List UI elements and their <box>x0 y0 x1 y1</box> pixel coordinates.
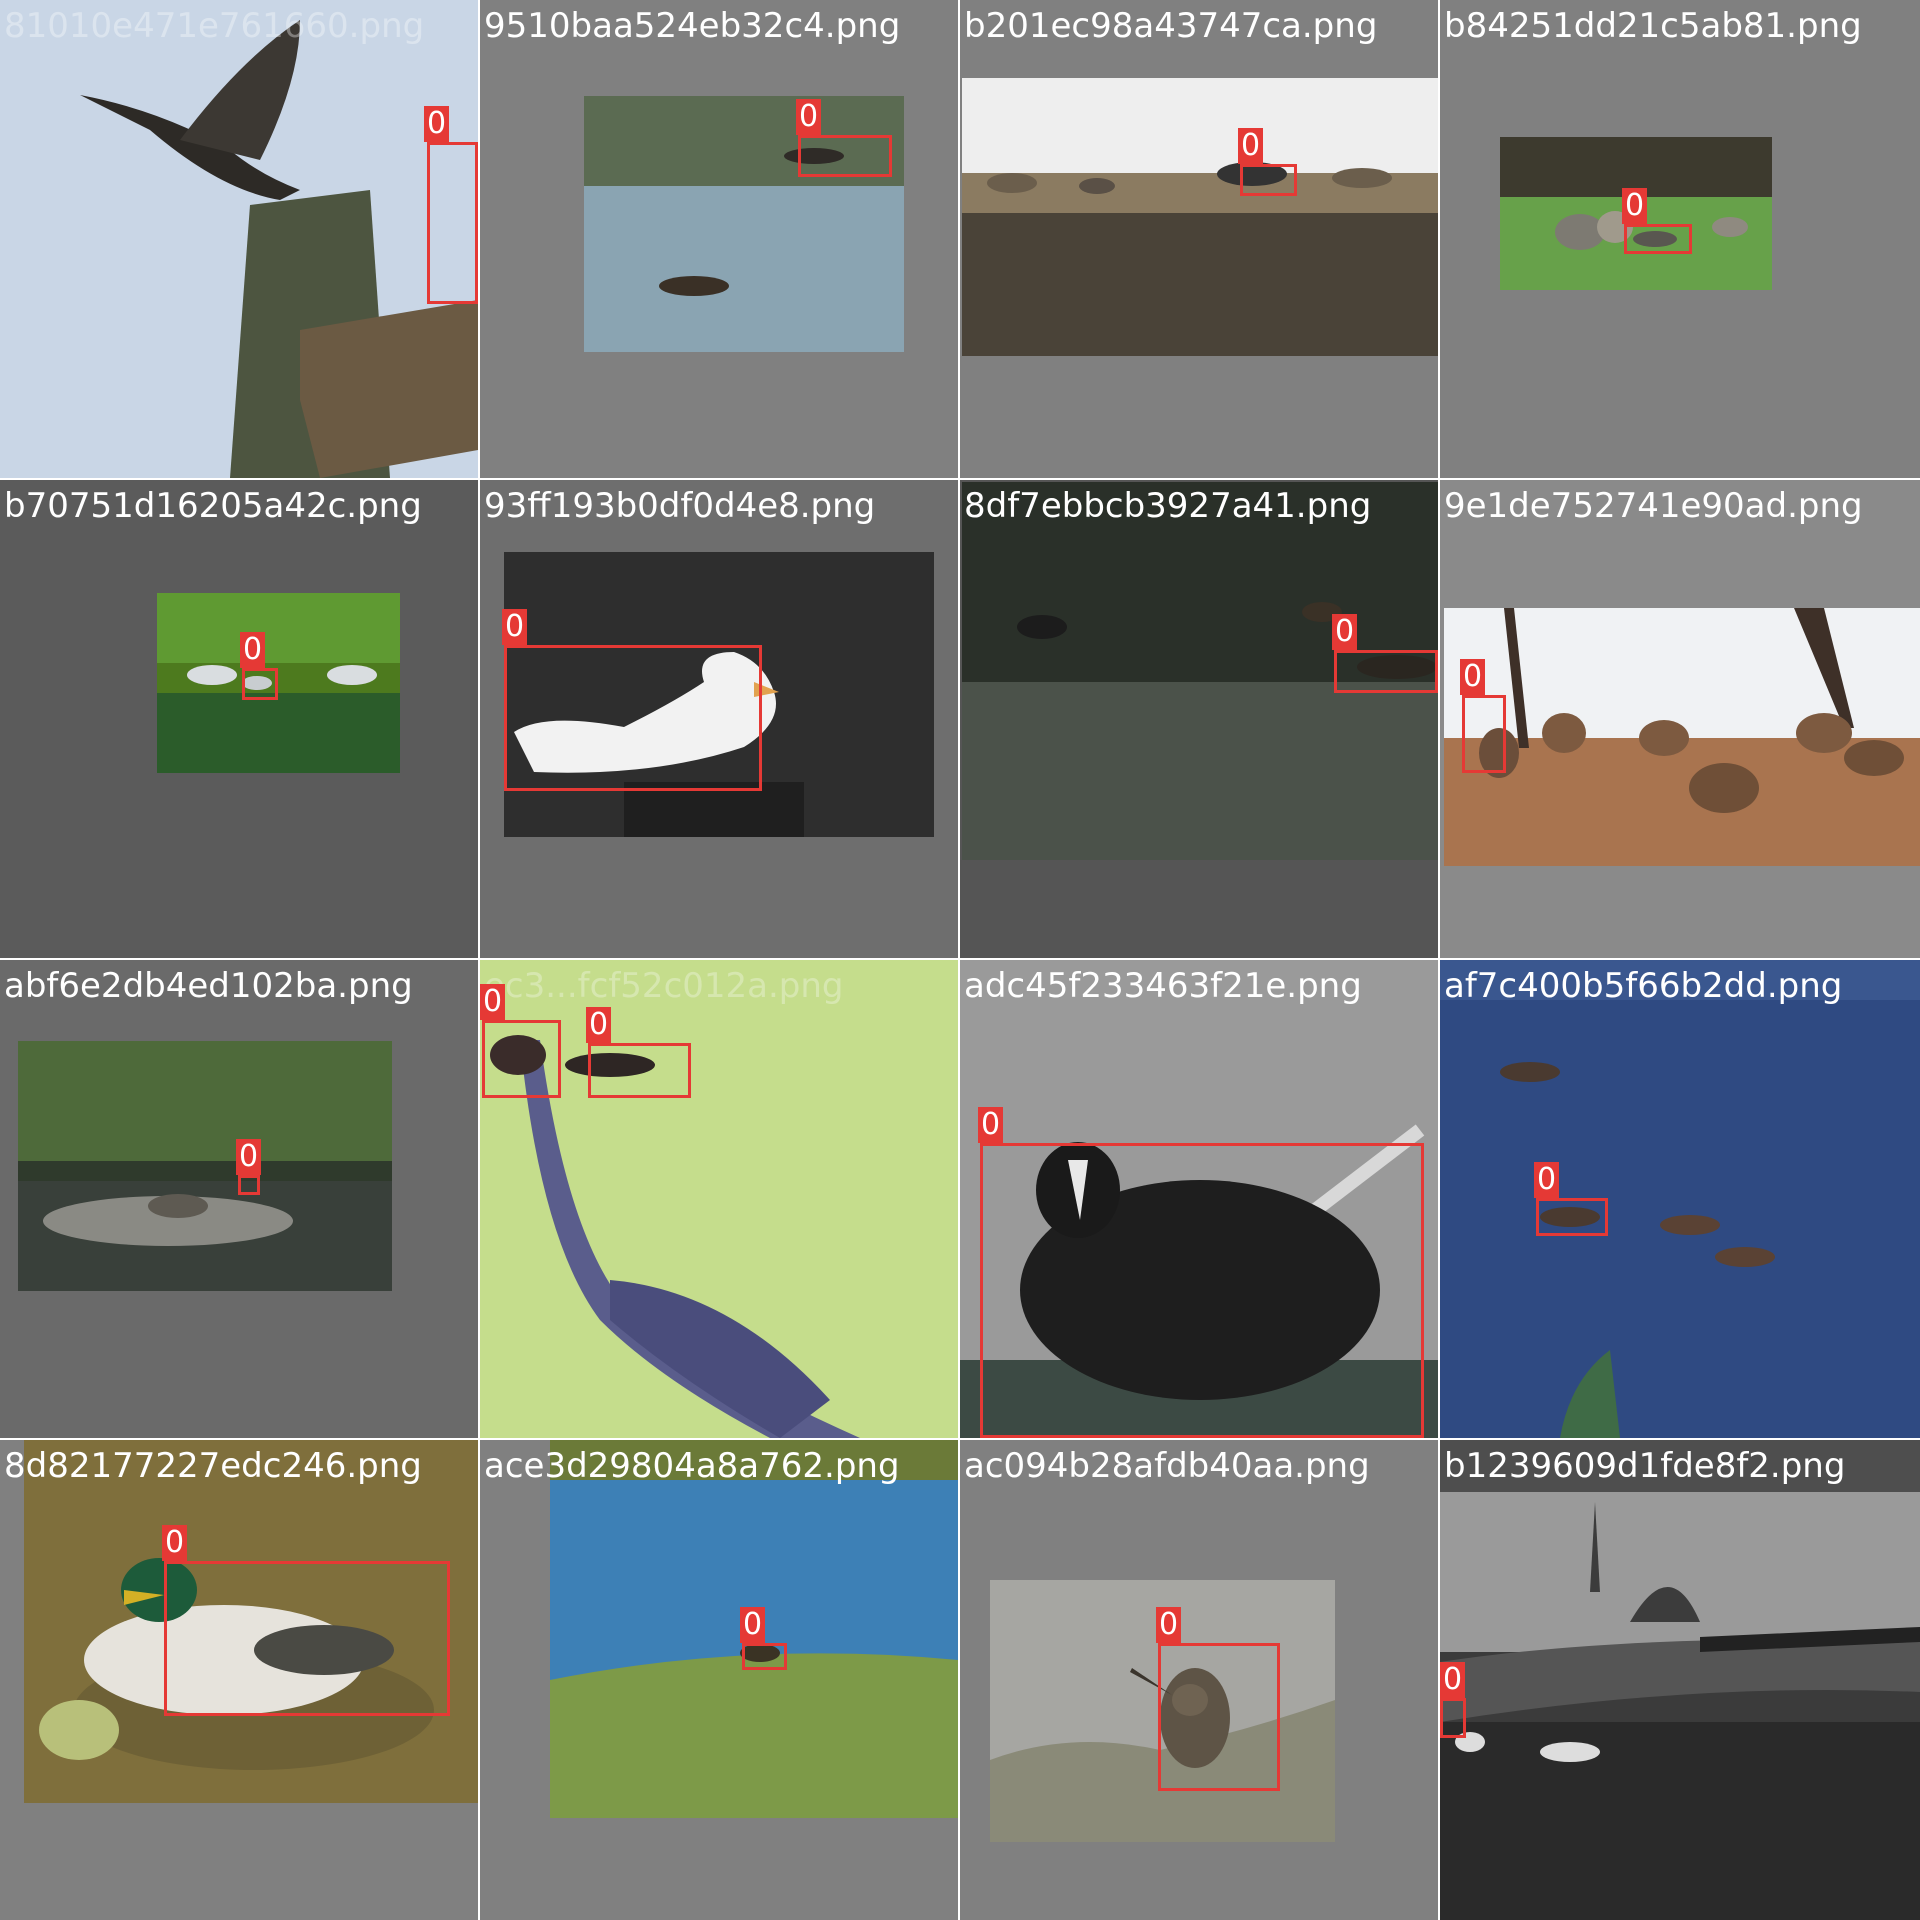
tile-filename: 9510baa524eb32c4.png <box>484 6 901 46</box>
detection-box <box>1240 164 1297 196</box>
tile-13: 8d82177227edc246.png 0 <box>0 1440 478 1920</box>
tile-photo <box>962 482 1438 860</box>
tile-photo <box>18 1041 392 1291</box>
tile-16: b1239609d1fde8f2.png 0 <box>1440 1440 1920 1920</box>
detection-box <box>242 668 278 700</box>
detection-class-label: 0 <box>1460 659 1486 695</box>
detection-box <box>980 1143 1424 1438</box>
detection-box <box>238 1175 260 1195</box>
detection-box <box>427 142 478 304</box>
tile-photo <box>1444 608 1920 866</box>
tile-10: ec3...fcf52c012a.png 0 0 <box>480 960 958 1438</box>
tile-filename: b201ec98a43747ca.png <box>964 6 1378 46</box>
tile-filename: b70751d16205a42c.png <box>4 486 422 526</box>
tile-filename: 93ff193b0df0d4e8.png <box>484 486 876 526</box>
tile-filename: b1239609d1fde8f2.png <box>1444 1446 1846 1486</box>
tile-7: 8df7ebbcb3927a41.png 0 <box>960 480 1438 958</box>
detection-box <box>482 1020 561 1098</box>
tile-2: 9510baa524eb32c4.png 0 <box>480 0 958 478</box>
detection-class-label: 0 <box>502 609 528 645</box>
detection-box <box>588 1043 691 1098</box>
tile-6: 93ff193b0df0d4e8.png 0 <box>480 480 958 958</box>
detection-box <box>504 645 762 791</box>
tile-11: adc45f233463f21e.png 0 <box>960 960 1438 1438</box>
tile-photo <box>0 0 478 478</box>
detection-class-label: 0 <box>162 1525 188 1561</box>
tile-photo <box>962 78 1438 356</box>
tile-filename: 9e1de752741e90ad.png <box>1444 486 1863 526</box>
tile-15: ac094b28afdb40aa.png 0 <box>960 1440 1438 1920</box>
detection-box <box>1158 1643 1280 1791</box>
tile-filename: abf6e2db4ed102ba.png <box>4 966 413 1006</box>
tile-filename: ac094b28afdb40aa.png <box>964 1446 1370 1486</box>
detection-class-label: 0 <box>1534 1162 1560 1198</box>
detection-class-label: 0 <box>1156 1607 1182 1643</box>
tile-photo <box>960 960 1438 1438</box>
tile-photo <box>24 1440 478 1803</box>
detection-class-label: 0 <box>1440 1662 1466 1698</box>
tile-5: b70751d16205a42c.png 0 <box>0 480 478 958</box>
detection-box <box>164 1561 450 1716</box>
detection-class-label: 0 <box>480 984 506 1020</box>
detection-box <box>1334 650 1438 693</box>
detection-class-label: 0 <box>586 1007 612 1043</box>
tile-3: b201ec98a43747ca.png 0 <box>960 0 1438 478</box>
tile-photo <box>1440 1492 1920 1920</box>
detection-class-label: 0 <box>1238 128 1264 164</box>
tile-photo <box>157 593 400 773</box>
tile-9: abf6e2db4ed102ba.png 0 <box>0 960 478 1438</box>
detection-box <box>1624 224 1692 254</box>
tile-14: ace3d29804a8a762.png 0 <box>480 1440 958 1920</box>
detection-class-label: 0 <box>424 106 450 142</box>
detection-class-label: 0 <box>240 632 266 668</box>
tile-4: b84251dd21c5ab81.png 0 <box>1440 0 1920 478</box>
tile-12: af7c400b5f66b2dd.png 0 <box>1440 960 1920 1438</box>
detection-class-label: 0 <box>978 1107 1004 1143</box>
detection-class-label: 0 <box>740 1607 766 1643</box>
tile-photo <box>550 1440 958 1818</box>
detection-box <box>1536 1198 1608 1236</box>
detection-box <box>798 135 892 177</box>
detection-box <box>1462 695 1506 773</box>
detection-class-label: 0 <box>236 1139 262 1175</box>
tile-8: 9e1de752741e90ad.png 0 <box>1440 480 1920 958</box>
tile-photo <box>584 96 904 352</box>
detection-box <box>742 1643 787 1670</box>
detection-box <box>1440 1698 1466 1738</box>
detection-class-label: 0 <box>1622 188 1648 224</box>
tile-photo <box>1440 960 1920 1438</box>
tile-filename: b84251dd21c5ab81.png <box>1444 6 1862 46</box>
tile-1: 81010e471e761660.png 0 <box>0 0 478 478</box>
detection-class-label: 0 <box>1332 614 1358 650</box>
detection-class-label: 0 <box>796 99 822 135</box>
